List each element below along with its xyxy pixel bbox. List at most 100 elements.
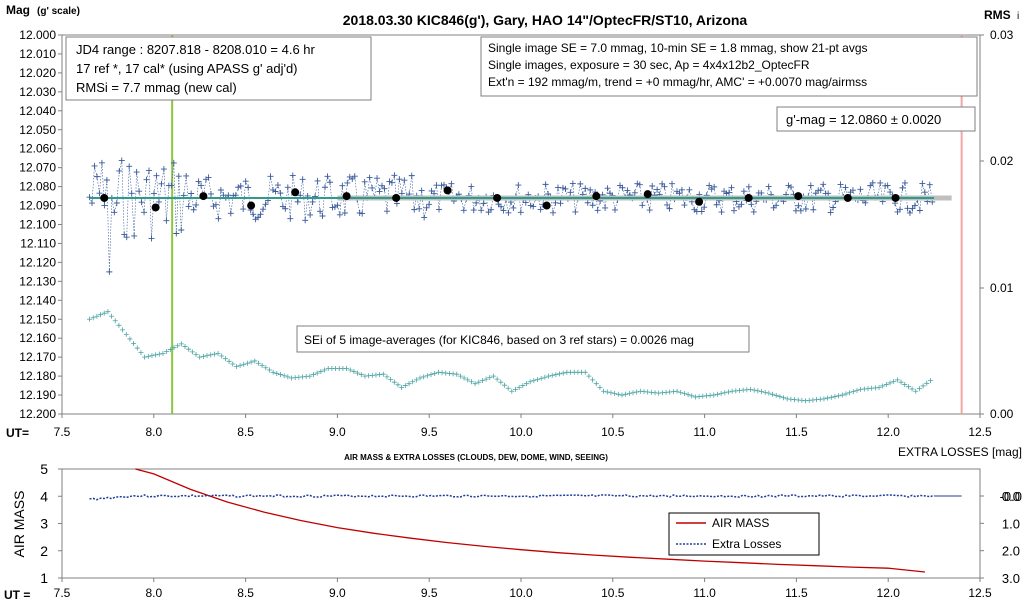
rms-point	[725, 389, 731, 395]
scatter-point	[245, 184, 252, 191]
bottom-y-tick-label: 1	[40, 570, 48, 586]
scatter-point	[559, 184, 566, 191]
avg-point	[843, 193, 852, 202]
scatter-point	[909, 205, 916, 212]
scatter-point	[738, 201, 745, 208]
rms-point	[887, 380, 893, 386]
rms-point	[927, 378, 933, 384]
scatter-point	[227, 210, 234, 217]
scatter-point	[175, 173, 182, 180]
scatter-point	[317, 208, 324, 215]
scatter-point	[324, 173, 331, 180]
rms-point	[546, 373, 552, 379]
scatter-point	[344, 179, 351, 186]
rms-point	[351, 369, 357, 375]
rms-point	[127, 336, 133, 342]
rms-point	[527, 379, 533, 385]
rms-point	[487, 375, 493, 381]
scatter-point	[619, 184, 626, 191]
rms-point	[538, 375, 544, 381]
top-x-label: UT=	[6, 426, 29, 440]
scatter-point	[158, 180, 165, 187]
scatter-point	[797, 207, 804, 214]
scatter-point	[473, 199, 480, 206]
scatter-point	[101, 202, 108, 209]
rms-point	[557, 371, 563, 377]
rms-point	[347, 367, 353, 373]
scatter-point	[661, 183, 668, 190]
scatter-point	[542, 181, 549, 188]
bottom-plot-area	[61, 468, 981, 579]
scatter-point	[349, 175, 356, 182]
rms-point	[762, 389, 768, 395]
bottom-x-tick-label: 10.5	[601, 586, 625, 600]
scatter-point	[198, 182, 205, 189]
rms-point	[164, 348, 170, 354]
rms-point	[175, 343, 181, 349]
scatter-point	[359, 210, 366, 217]
avg-point	[794, 192, 803, 201]
rms-point	[479, 378, 485, 384]
scatter-point	[468, 183, 475, 190]
scatter-point	[837, 181, 844, 188]
avg-point	[342, 192, 351, 201]
y-tick-label: 12.190	[19, 388, 56, 402]
scatter-point	[322, 184, 329, 191]
rms-point	[432, 370, 438, 376]
bottom-x-tick-label: 8.0	[145, 586, 162, 600]
scatter-point	[899, 184, 906, 191]
rms-point	[424, 373, 430, 379]
scatter-point	[862, 199, 869, 206]
x-tick-label: 9.0	[329, 425, 346, 439]
scatter-point	[639, 202, 646, 209]
rms-point	[123, 331, 129, 337]
rms-point	[120, 327, 126, 333]
scatter-point	[527, 202, 534, 209]
scatter-point	[830, 204, 837, 211]
scatter-point	[260, 206, 267, 213]
scatter-point	[136, 188, 143, 195]
scatter-point	[594, 207, 601, 214]
scatter-point	[604, 185, 611, 192]
scatter-point	[426, 201, 433, 208]
rms-curve	[87, 309, 933, 404]
sei-box: SEi of 5 image-averages (for KIC846, bas…	[296, 325, 750, 353]
scatter-point	[631, 189, 638, 196]
x-tick-label: 11.5	[785, 425, 808, 439]
rms-point	[149, 353, 155, 359]
rms-point	[87, 316, 93, 322]
scatter-point	[857, 186, 864, 193]
scatter-point	[602, 204, 609, 211]
scatter-point	[567, 189, 574, 196]
y-tick-label: 12.130	[19, 274, 56, 288]
scatter-point	[314, 177, 321, 184]
rms-point	[241, 361, 247, 367]
scatter-point	[495, 201, 502, 208]
rms-point	[171, 345, 177, 351]
scatter-point	[517, 209, 524, 216]
scatter-point	[205, 174, 212, 181]
scatter-point	[901, 179, 908, 186]
scatter-point	[383, 208, 390, 215]
rms-point	[428, 372, 434, 378]
scatter-point	[138, 199, 145, 206]
scatter-point	[408, 172, 415, 179]
y-tick-label: 12.020	[19, 66, 56, 80]
rms-point	[751, 387, 757, 393]
y-tick-label: 12.140	[19, 293, 56, 307]
rms-point	[828, 394, 834, 400]
rms-point	[358, 372, 364, 378]
scatter-point	[91, 162, 98, 169]
rms-point	[109, 313, 115, 319]
y-tick-label: 12.060	[19, 142, 56, 156]
scatter-point	[339, 182, 346, 189]
scatter-point	[128, 190, 135, 197]
bottom-x-tick-label: 12.5	[968, 586, 992, 600]
rms-point	[197, 354, 203, 360]
rms-point	[924, 380, 930, 386]
y-tick-label: 12.030	[19, 85, 56, 99]
scatter-point	[155, 198, 162, 205]
scatter-point	[267, 173, 274, 180]
scatter-point	[190, 206, 197, 213]
